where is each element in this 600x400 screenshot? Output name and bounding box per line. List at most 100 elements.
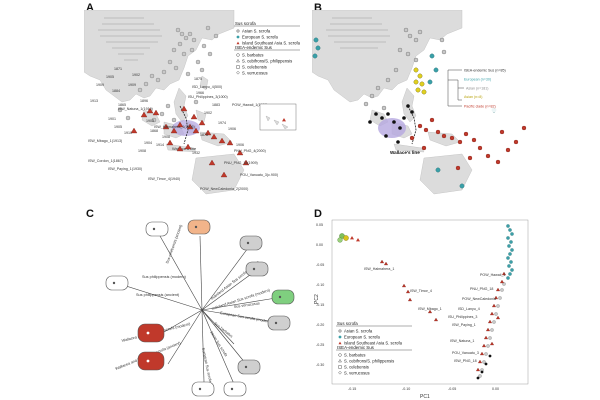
svg-text:1884: 1884	[112, 89, 120, 93]
svg-text:1878: 1878	[200, 133, 208, 137]
svg-text:1909: 1909	[128, 83, 136, 87]
svg-text:ISW_Halmahera_1: ISW_Halmahera_1	[364, 267, 394, 271]
panel-d-pca: 0.05 0.00 -0.05 -0.10 -0.15 -0.20 -0.25 …	[314, 219, 529, 400]
svg-text:Asian (n=8): Asian (n=8)	[464, 95, 482, 99]
map-hatch	[326, 17, 390, 49]
svg-text:1871: 1871	[114, 67, 122, 71]
svg-text:1906: 1906	[228, 127, 236, 131]
svg-text:POW_Hawaii_1: POW_Hawaii_1	[480, 273, 505, 277]
panel-label-d: D	[314, 208, 322, 220]
svg-text:Sus philippensis (ancient): Sus philippensis (ancient)	[136, 293, 180, 297]
svg-text:1932: 1932	[192, 151, 200, 155]
svg-text:1865: 1865	[118, 103, 126, 107]
pca-x-label: PC1	[420, 394, 430, 400]
svg-text:ISW_Natuna_1: ISW_Natuna_1	[450, 339, 474, 343]
pig-icon	[137, 323, 165, 343]
svg-text:S. celebensis: S. celebensis	[242, 65, 267, 70]
pig-icon	[187, 219, 211, 235]
panel-a-legend: Sus scrofa Asian S. scrofa European S. s…	[234, 21, 301, 76]
svg-text:ISD_Lanyu_4: ISD_Lanyu_4	[458, 307, 480, 311]
svg-text:1905: 1905	[114, 125, 122, 129]
svg-text:Sus philippensis (modern): Sus philippensis (modern)	[142, 275, 187, 279]
pig-icon	[223, 381, 247, 397]
svg-text:1908: 1908	[162, 135, 170, 139]
svg-text:ISW_Paying_1: ISW_Paying_1	[452, 323, 476, 327]
svg-text:ISEA-endemic Sus: ISEA-endemic Sus	[235, 45, 273, 50]
svg-text:1966: 1966	[196, 91, 204, 95]
pca-point-cloud	[379, 224, 514, 380]
svg-text:S. cebifrons/S. philippensis: S. cebifrons/S. philippensis	[242, 59, 292, 64]
site-labels: ISD_Lanyu_4(500) ISU_Philippines_3(1000)…	[88, 85, 278, 191]
svg-text:-0.30: -0.30	[316, 363, 324, 367]
svg-text:ISW_Halmahera_1(1906): ISW_Halmahera_1(1906)	[154, 125, 195, 129]
svg-text:PNU_PNG_18(1909): PNU_PNG_18(1909)	[224, 161, 258, 165]
map-red-triangles	[130, 105, 250, 178]
svg-text:ISW_Timor_4(1940): ISW_Timor_4(1940)	[148, 177, 180, 181]
svg-text:1904: 1904	[144, 141, 152, 145]
svg-text:1902: 1902	[132, 73, 140, 77]
pig-icon	[137, 351, 165, 371]
svg-text:European S. scrofa: European S. scrofa	[344, 335, 381, 340]
svg-text:S. verrucosus: S. verrucosus	[344, 371, 370, 376]
svg-text:European S. scrofa: European S. scrofa	[242, 35, 279, 40]
svg-text:1905: 1905	[106, 75, 114, 79]
pig-details	[112, 225, 282, 391]
svg-text:-0.10: -0.10	[316, 283, 324, 287]
svg-text:0.05: 0.05	[316, 223, 323, 227]
svg-text:-0.20: -0.20	[316, 323, 324, 327]
year-labels: 1871 1905 1909 1884 1902 1909 1875 1865 …	[90, 67, 244, 155]
svg-text:Sumatran Sus scrofa: Sumatran Sus scrofa	[201, 347, 212, 383]
svg-text:POW_NewCaledonia: POW_NewCaledonia	[462, 297, 496, 301]
pca-point-labels: ISW_Halmahera_1 POW_Hawaii_1 ISW_Timor_4…	[364, 267, 505, 363]
svg-text:Pacific clade (n=82): Pacific clade (n=82)	[464, 105, 496, 109]
svg-text:1974: 1974	[218, 121, 226, 125]
svg-text:1903: 1903	[146, 119, 154, 123]
svg-text:ISW_Mbago_1: ISW_Mbago_1	[418, 307, 442, 311]
map-black-points	[368, 104, 414, 144]
svg-text:1896: 1896	[140, 99, 148, 103]
pca-x-ticks: -0.15 -0.10 -0.05 0.00	[348, 387, 499, 391]
pig-icon	[239, 235, 263, 251]
svg-text:ISU_Philippines_3: ISU_Philippines_3	[448, 315, 477, 319]
svg-text:1902: 1902	[204, 111, 212, 115]
svg-text:-0.10: -0.10	[402, 387, 410, 391]
pig-icon	[245, 261, 269, 277]
svg-text:Asian S. scrofa: Asian S. scrofa	[344, 329, 373, 334]
map-red-points	[409, 117, 527, 171]
map-yellow-points	[413, 67, 427, 95]
svg-text:ISEA-endemic Sus (n=85): ISEA-endemic Sus (n=85)	[464, 69, 506, 73]
svg-text:1906: 1906	[236, 143, 244, 147]
svg-text:ISW_Timor_4: ISW_Timor_4	[410, 289, 432, 293]
panel-b-map: Wallace's line	[312, 10, 528, 195]
svg-text:European Sus scrofa (modern): European Sus scrofa (modern)	[220, 311, 273, 324]
svg-text:1908: 1908	[138, 149, 146, 153]
svg-text:ISW_Cordon_1(1867): ISW_Cordon_1(1867)	[88, 159, 123, 163]
pca-y-label: PC2	[314, 294, 320, 304]
svg-text:-0.25: -0.25	[316, 343, 324, 347]
pig-icon	[145, 221, 169, 237]
svg-text:Sus scrofa: Sus scrofa	[337, 321, 358, 326]
svg-text:-0.05: -0.05	[448, 387, 456, 391]
svg-text:ISW_Natuna_1(1919): ISW_Natuna_1(1919)	[118, 107, 153, 111]
svg-text:1901: 1901	[108, 117, 116, 121]
svg-text:POW_NewCaledonia_2(2000): POW_NewCaledonia_2(2000)	[200, 187, 248, 191]
svg-text:Island Southeast Asia S. scrof: Island Southeast Asia S. scrofa	[242, 41, 301, 46]
svg-text:PNU_PNG_18: PNU_PNG_18	[470, 287, 493, 291]
svg-text:1875: 1875	[194, 77, 202, 81]
svg-text:1910: 1910	[124, 131, 132, 135]
pig-icon	[237, 359, 261, 375]
svg-text:Asian (n=181): Asian (n=181)	[466, 87, 488, 91]
pca-y-ticks: 0.05 0.00 -0.05 -0.10 -0.15 -0.20 -0.25 …	[316, 223, 324, 367]
svg-text:1914: 1914	[156, 143, 164, 147]
pig-icon	[191, 381, 215, 397]
wallace-line-label: Wallace's line	[172, 146, 197, 151]
panel-d-legend: Sus scrofa Asian S. scrofa European S. s…	[336, 321, 412, 376]
svg-text:-0.15: -0.15	[348, 387, 356, 391]
svg-text:S. celebensis: S. celebensis	[344, 365, 369, 370]
map-hatch	[98, 17, 162, 61]
map-purple-region	[378, 118, 406, 138]
svg-text:ISW_Paying_1(1930): ISW_Paying_1(1930)	[108, 167, 142, 171]
svg-text:POW_Hawaii_1(1937): POW_Hawaii_1(1937)	[232, 103, 268, 107]
hawaii-inset	[259, 103, 297, 131]
